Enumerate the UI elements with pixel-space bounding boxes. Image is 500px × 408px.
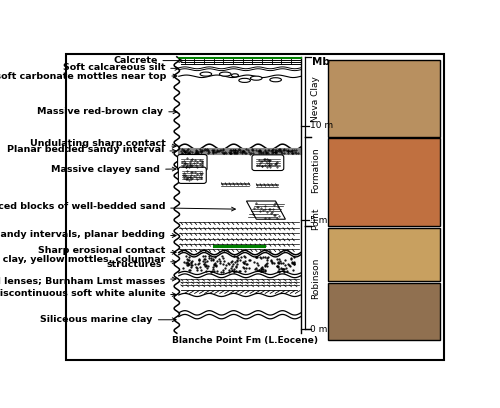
FancyBboxPatch shape <box>252 155 284 171</box>
Text: Neva Clay: Neva Clay <box>310 76 320 122</box>
Text: Grey silty clay, yellow mottles, columnar: Grey silty clay, yellow mottles, columna… <box>0 255 176 264</box>
Text: structures: structures <box>106 259 162 268</box>
Text: Isolated displaced blocks of well-bedded sand: Isolated displaced blocks of well-bedded… <box>0 202 236 211</box>
Bar <box>177 82 301 137</box>
Polygon shape <box>246 201 286 219</box>
Text: 0 m: 0 m <box>310 325 328 334</box>
Text: Undulating sharp contact: Undulating sharp contact <box>30 140 176 149</box>
Text: 10 m: 10 m <box>310 122 334 131</box>
FancyBboxPatch shape <box>178 155 207 171</box>
FancyBboxPatch shape <box>178 167 206 184</box>
Text: Robinson: Robinson <box>310 257 320 299</box>
Text: Blanche Point Fm (L.Eocene): Blanche Point Fm (L.Eocene) <box>172 336 318 345</box>
Text: Indurated sandy intervals, planar bedding: Indurated sandy intervals, planar beddin… <box>0 231 176 239</box>
Text: Mb: Mb <box>312 57 330 67</box>
Bar <box>328 60 440 137</box>
Bar <box>179 255 299 273</box>
Ellipse shape <box>239 78 250 82</box>
Text: Massive clayey sand: Massive clayey sand <box>52 165 176 174</box>
Bar <box>328 138 440 226</box>
Text: Massive red-brown clay: Massive red-brown clay <box>37 107 177 116</box>
Ellipse shape <box>250 76 262 80</box>
Text: Discontinuous soft white alunite: Discontinuous soft white alunite <box>0 289 176 298</box>
Ellipse shape <box>220 72 231 76</box>
Ellipse shape <box>232 74 238 77</box>
Ellipse shape <box>200 72 211 76</box>
Text: 5 m: 5 m <box>310 216 328 225</box>
Bar <box>328 283 440 339</box>
Ellipse shape <box>270 78 281 82</box>
Text: Formation: Formation <box>310 147 320 193</box>
Text: Calcrete: Calcrete <box>113 56 182 65</box>
FancyBboxPatch shape <box>66 54 444 360</box>
Text: Sharp erosional contact: Sharp erosional contact <box>38 246 176 255</box>
Bar <box>328 228 440 282</box>
Text: Soft calcareous silt: Soft calcareous silt <box>62 63 179 72</box>
Text: Siliceous marine clay: Siliceous marine clay <box>40 315 176 324</box>
Text: Planar bedded sandy interval: Planar bedded sandy interval <box>7 145 176 154</box>
Text: Clay with soft carbonate mottles near top: Clay with soft carbonate mottles near to… <box>0 72 177 81</box>
Text: Point: Point <box>310 207 320 230</box>
Text: Gravel lenses; Burnham Lmst masses: Gravel lenses; Burnham Lmst masses <box>0 276 176 285</box>
